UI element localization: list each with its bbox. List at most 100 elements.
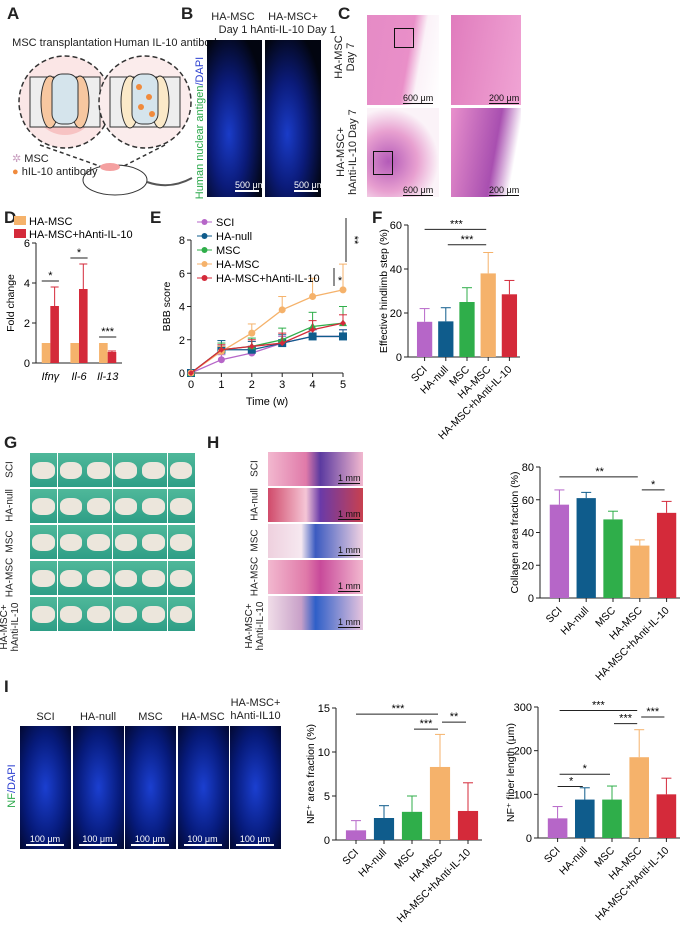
- significance-label: *: [651, 479, 656, 491]
- significance-label: ***: [592, 699, 606, 711]
- significance-label: *: [583, 763, 588, 775]
- y-tick-label: 6: [24, 238, 30, 250]
- rat-photo: [85, 453, 112, 487]
- y-axis-label: BBB score: [161, 282, 173, 332]
- data-point: [339, 332, 347, 341]
- i-nf-image: 100 μm: [177, 726, 229, 849]
- x-tick-label: 2: [249, 379, 255, 391]
- x-axis-label: Time (w): [246, 396, 288, 408]
- a-title-right: Human IL-10 antibody: [113, 37, 223, 49]
- rat-body: [59, 533, 83, 551]
- c-he-high-row1: 200 μm: [451, 15, 521, 105]
- rat-body: [32, 569, 55, 587]
- y-tick-label: 200: [514, 746, 532, 758]
- bar: [50, 306, 59, 363]
- panel-label-b: B: [181, 4, 194, 23]
- y-tick-label: 0: [24, 358, 30, 370]
- legend-swatch: [14, 229, 26, 238]
- rat-photo: [112, 525, 140, 559]
- scale-bar: 100 μm: [183, 834, 222, 846]
- y-tick-label: 0: [396, 352, 402, 364]
- bar: [480, 273, 496, 357]
- chart-i-5: 0 100 200 300 NF⁺ fiber length (μm) SCIHA-nul…: [505, 699, 680, 923]
- rat-photo: [85, 561, 112, 595]
- rat-photo: [140, 597, 167, 631]
- rat-body: [87, 533, 110, 551]
- data-point: [278, 306, 286, 314]
- rat-photo: [57, 597, 85, 631]
- significance-label: ***: [646, 706, 660, 718]
- x-tick-label: Ifnγ: [41, 371, 60, 383]
- bar: [41, 343, 51, 363]
- series-line: [190, 335, 343, 374]
- series-line: [190, 322, 344, 374]
- panel-label-h: H: [207, 433, 220, 452]
- significance-label: *: [338, 275, 343, 287]
- significance-label: ***: [461, 234, 475, 246]
- bar: [401, 811, 423, 840]
- rat-photo: [57, 525, 85, 559]
- legend-label: HA-MSC+hAnti-IL-10: [29, 229, 133, 241]
- y-tick-label: 10: [318, 747, 330, 759]
- data-point: [308, 332, 317, 341]
- x-tick-label: SCI: [544, 605, 565, 626]
- data-point: [248, 329, 256, 337]
- bar: [656, 794, 677, 838]
- rat-photo: [140, 489, 167, 523]
- y-axis-label: Fold change: [5, 274, 17, 332]
- scale-bar: 100 μm: [236, 834, 274, 846]
- rat-photo: [167, 597, 195, 631]
- x-tick-label: 5: [340, 379, 346, 391]
- rat-photo: [30, 489, 57, 523]
- h-row-label: HA-MSC+ hAnti-IL-10: [244, 601, 266, 651]
- rat-body: [114, 533, 138, 551]
- y-tick-label: 15: [318, 703, 330, 715]
- rat-photo: [30, 597, 57, 631]
- rat-body: [142, 605, 165, 623]
- rat-body: [114, 569, 138, 587]
- i-col-label: HA-MSC+ hAnti-IL10: [230, 697, 281, 722]
- x-tick-label: SCI: [542, 845, 563, 866]
- scale-bar: 100 μm: [26, 834, 64, 846]
- y-axis-label: Collagen area fraction (%): [509, 472, 521, 594]
- bar: [373, 818, 395, 840]
- legend-marker: [201, 275, 208, 281]
- x-tick-label: 1: [218, 379, 224, 391]
- b-image-ha-msc-hanti: 500 μm: [265, 40, 321, 197]
- legend-label: HA-MSC: [216, 259, 259, 271]
- bar: [429, 766, 451, 840]
- h-histology-image: 1 mm: [268, 524, 363, 558]
- chart-d-0: 0 2 4 6 Fold change Ifnγ * Il-6 * Il-13 *** HA-MSCH…: [5, 216, 133, 383]
- rat-photo: [57, 489, 85, 523]
- significance-label: ***: [619, 713, 633, 725]
- panel-label-g: G: [4, 433, 18, 452]
- b-col2-header: HA-MSC+ hAnti-IL-10 Day 1: [250, 11, 336, 36]
- y-tick-label: 300: [514, 702, 532, 714]
- bar: [576, 498, 596, 598]
- i-col-label: HA-null: [79, 711, 117, 723]
- series-line: [190, 335, 343, 374]
- significance-label: ***: [101, 326, 115, 338]
- y-tick-label: 8: [179, 235, 185, 247]
- rat-body: [114, 461, 138, 479]
- y-axis-label: NF⁺ area fraction (%): [305, 724, 317, 824]
- bar: [629, 757, 649, 838]
- y-tick-label: 4: [179, 302, 185, 314]
- y-tick-label: 0: [526, 833, 532, 845]
- rat-body: [169, 497, 193, 515]
- rat-body: [87, 605, 110, 623]
- rat-photo: [140, 453, 167, 487]
- panel-label-c: C: [338, 4, 351, 23]
- y-tick-label: 60: [390, 220, 402, 232]
- data-point: [247, 345, 256, 354]
- series-line: [190, 289, 344, 374]
- bar: [79, 289, 88, 363]
- rat-photo: [167, 453, 195, 487]
- rat-photo: [112, 453, 140, 487]
- significance-label: ***: [450, 218, 464, 230]
- rat-photo: [85, 525, 112, 559]
- rat-photo: [85, 597, 112, 631]
- y-axis-label: NF⁺ fiber length (μm): [505, 723, 517, 822]
- rat-photo: [167, 561, 195, 595]
- legend-marker: [201, 219, 208, 225]
